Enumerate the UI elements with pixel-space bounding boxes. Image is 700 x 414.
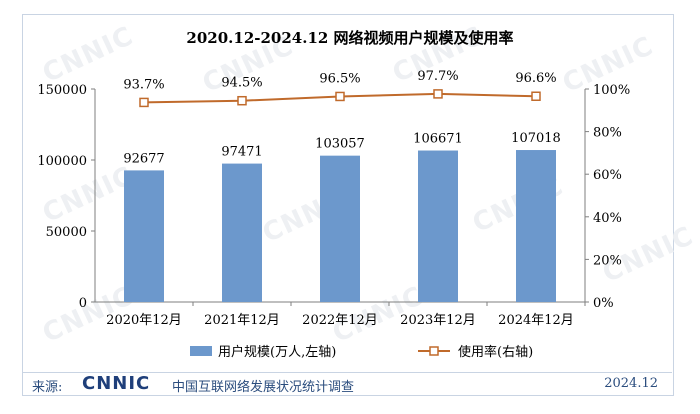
cnnic-logo: CNNIC: [82, 373, 151, 394]
y-right-tick-label: 80%: [593, 126, 622, 141]
y-left-tick-label: 150000: [37, 83, 87, 98]
bar: [124, 170, 164, 302]
legend-bar-swatch: [190, 346, 212, 356]
y-right-tick-label: 20%: [593, 253, 622, 268]
line-value-label: 93.7%: [123, 77, 164, 92]
bar-value-label: 92677: [123, 151, 164, 166]
line-point-marker: [531, 91, 541, 101]
bar-value-label: 106671: [413, 132, 463, 147]
y-right-tick-label: 60%: [593, 168, 622, 183]
x-tick-label: 2021年12月: [204, 313, 280, 328]
y-left-tick-label: 50000: [46, 225, 87, 240]
y-left-tick-label: 0: [79, 296, 87, 311]
bar: [516, 150, 556, 302]
line-point-marker: [335, 91, 345, 102]
line-value-label: 97.7%: [417, 69, 458, 84]
line-value-label: 96.5%: [319, 71, 360, 86]
y-right-tick-label: 0%: [593, 296, 614, 311]
bar: [320, 155, 360, 302]
bar: [222, 163, 262, 302]
source-organization: 中国互联网络发展状况统计调查: [172, 380, 355, 395]
legend-bar-label: 用户规模(万人,左轴): [218, 344, 336, 360]
x-tick-label: 2023年12月: [400, 313, 476, 328]
line-point-marker: [433, 89, 443, 99]
bar: [418, 150, 458, 302]
source-date: 2024.12: [604, 376, 658, 391]
source-bar: 来源: CNNIC 中国互联网络发展状况统计调查 2024.12: [22, 372, 672, 395]
y-left-tick-label: 100000: [37, 154, 87, 169]
line-point-marker: [237, 95, 247, 106]
x-tick-label: 2022年12月: [302, 313, 378, 328]
source-label: 来源:: [32, 380, 63, 395]
bar-value-label: 103057: [315, 137, 365, 152]
line-value-label: 96.6%: [515, 71, 556, 86]
line-value-label: 94.5%: [221, 76, 262, 91]
y-right-tick-label: 40%: [593, 211, 622, 226]
legend-line-marker: [429, 346, 439, 356]
chart-title: 2020.12-2024.12 网络视频用户规模及使用率: [186, 29, 514, 47]
x-tick-label: 2020年12月: [106, 313, 182, 328]
legend-line-label: 使用率(右轴): [458, 344, 533, 360]
x-tick-label: 2024年12月: [498, 313, 574, 328]
y-right-tick-label: 100%: [593, 83, 630, 98]
line-point-marker: [139, 97, 149, 108]
bar-value-label: 107018: [511, 131, 561, 146]
bar-value-label: 97471: [221, 145, 262, 160]
